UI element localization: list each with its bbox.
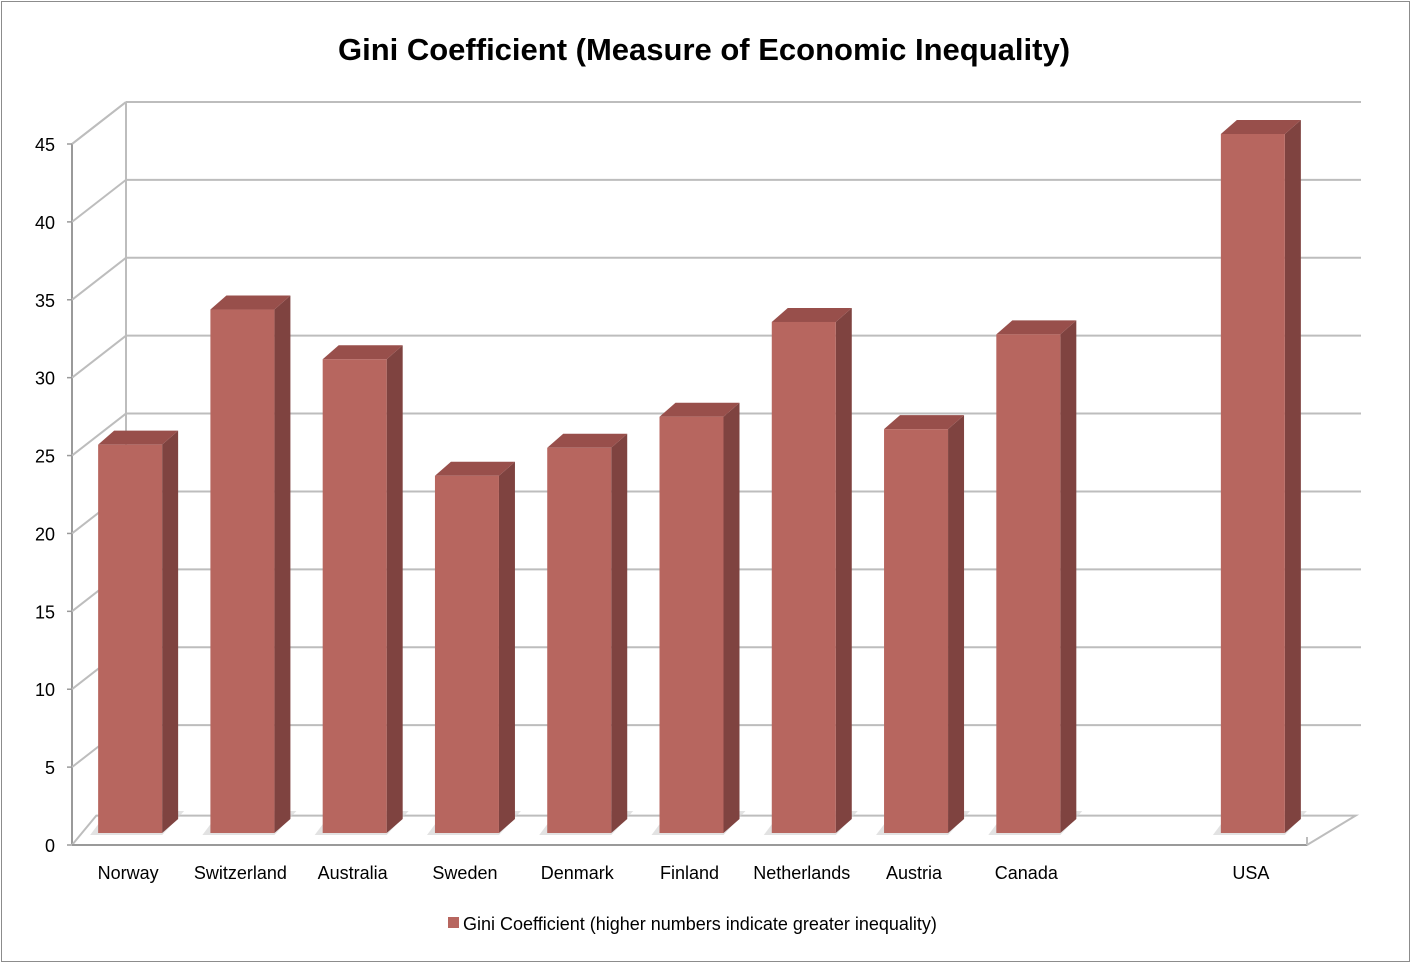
- x-tick-label: Netherlands: [753, 863, 850, 883]
- gridline-side: [71, 334, 127, 379]
- bar-top: [98, 430, 179, 445]
- bar-side: [948, 415, 965, 833]
- x-tick-label: Switzerland: [194, 863, 287, 883]
- x-tick-label: Austria: [886, 863, 943, 883]
- bar: [98, 444, 163, 833]
- y-tick-label: 30: [35, 369, 55, 389]
- bar-side: [162, 430, 179, 833]
- x-axis-ticks: Norway Switzerland Australia Sweden Denmark F…: [98, 863, 1270, 883]
- gridline-side: [71, 101, 127, 145]
- x-tick-label: Australia: [318, 863, 389, 883]
- bar-side: [835, 307, 852, 833]
- bar: [434, 475, 499, 833]
- bar-top: [884, 415, 965, 430]
- y-tick-label: 10: [35, 680, 55, 700]
- legend-swatch: [448, 917, 459, 928]
- gridline-side: [71, 179, 127, 223]
- bar: [210, 309, 275, 833]
- bar-top: [771, 307, 852, 322]
- bar-top: [210, 295, 291, 310]
- x-tick-label: Norway: [98, 863, 159, 883]
- bar: [771, 321, 836, 833]
- bars: [90, 120, 1307, 835]
- bar-side: [1060, 320, 1077, 833]
- y-tick-label: 25: [35, 447, 55, 467]
- bar-top: [996, 320, 1077, 335]
- gridline-side: [71, 256, 127, 301]
- bar-side: [611, 433, 628, 833]
- bar-side: [723, 402, 740, 833]
- bar: [1220, 134, 1285, 833]
- bar-side: [386, 345, 403, 833]
- bar-top: [659, 402, 740, 417]
- bar-side: [274, 295, 291, 833]
- chart-title: Gini Coefficient (Measure of Economic In…: [338, 32, 1070, 67]
- bar-top: [322, 345, 403, 360]
- legend: Gini Coefficient (higher numbers indicat…: [448, 914, 937, 934]
- y-tick-label: 40: [35, 213, 55, 233]
- bar: [996, 334, 1061, 833]
- x-tick-label: Sweden: [432, 863, 497, 883]
- y-tick-label: 0: [45, 836, 55, 856]
- bar: [659, 416, 724, 833]
- x-tick-label: Finland: [660, 863, 719, 883]
- bar-side: [498, 461, 515, 833]
- x-tick-label: Canada: [995, 863, 1059, 883]
- y-tick-label: 5: [45, 758, 55, 778]
- y-tick-label: 35: [35, 291, 55, 311]
- y-tick-label: 15: [35, 602, 55, 622]
- y-tick-label: 45: [35, 135, 55, 155]
- x-tick-label: Denmark: [541, 863, 615, 883]
- x-tick-label: USA: [1232, 863, 1269, 883]
- bar-top: [547, 433, 628, 448]
- legend-label: Gini Coefficient (higher numbers indicat…: [463, 914, 937, 934]
- y-tick-label: 20: [35, 524, 55, 544]
- bar: [884, 429, 949, 833]
- bar-top: [434, 461, 515, 476]
- gridline-side: [71, 412, 127, 457]
- bar: [547, 447, 612, 833]
- bar-side: [1284, 120, 1301, 833]
- bar: [322, 359, 387, 833]
- bar-top: [1220, 120, 1301, 134]
- y-axis-ticks: 0 5 10 15 20 25 30 35 40 45: [35, 135, 72, 856]
